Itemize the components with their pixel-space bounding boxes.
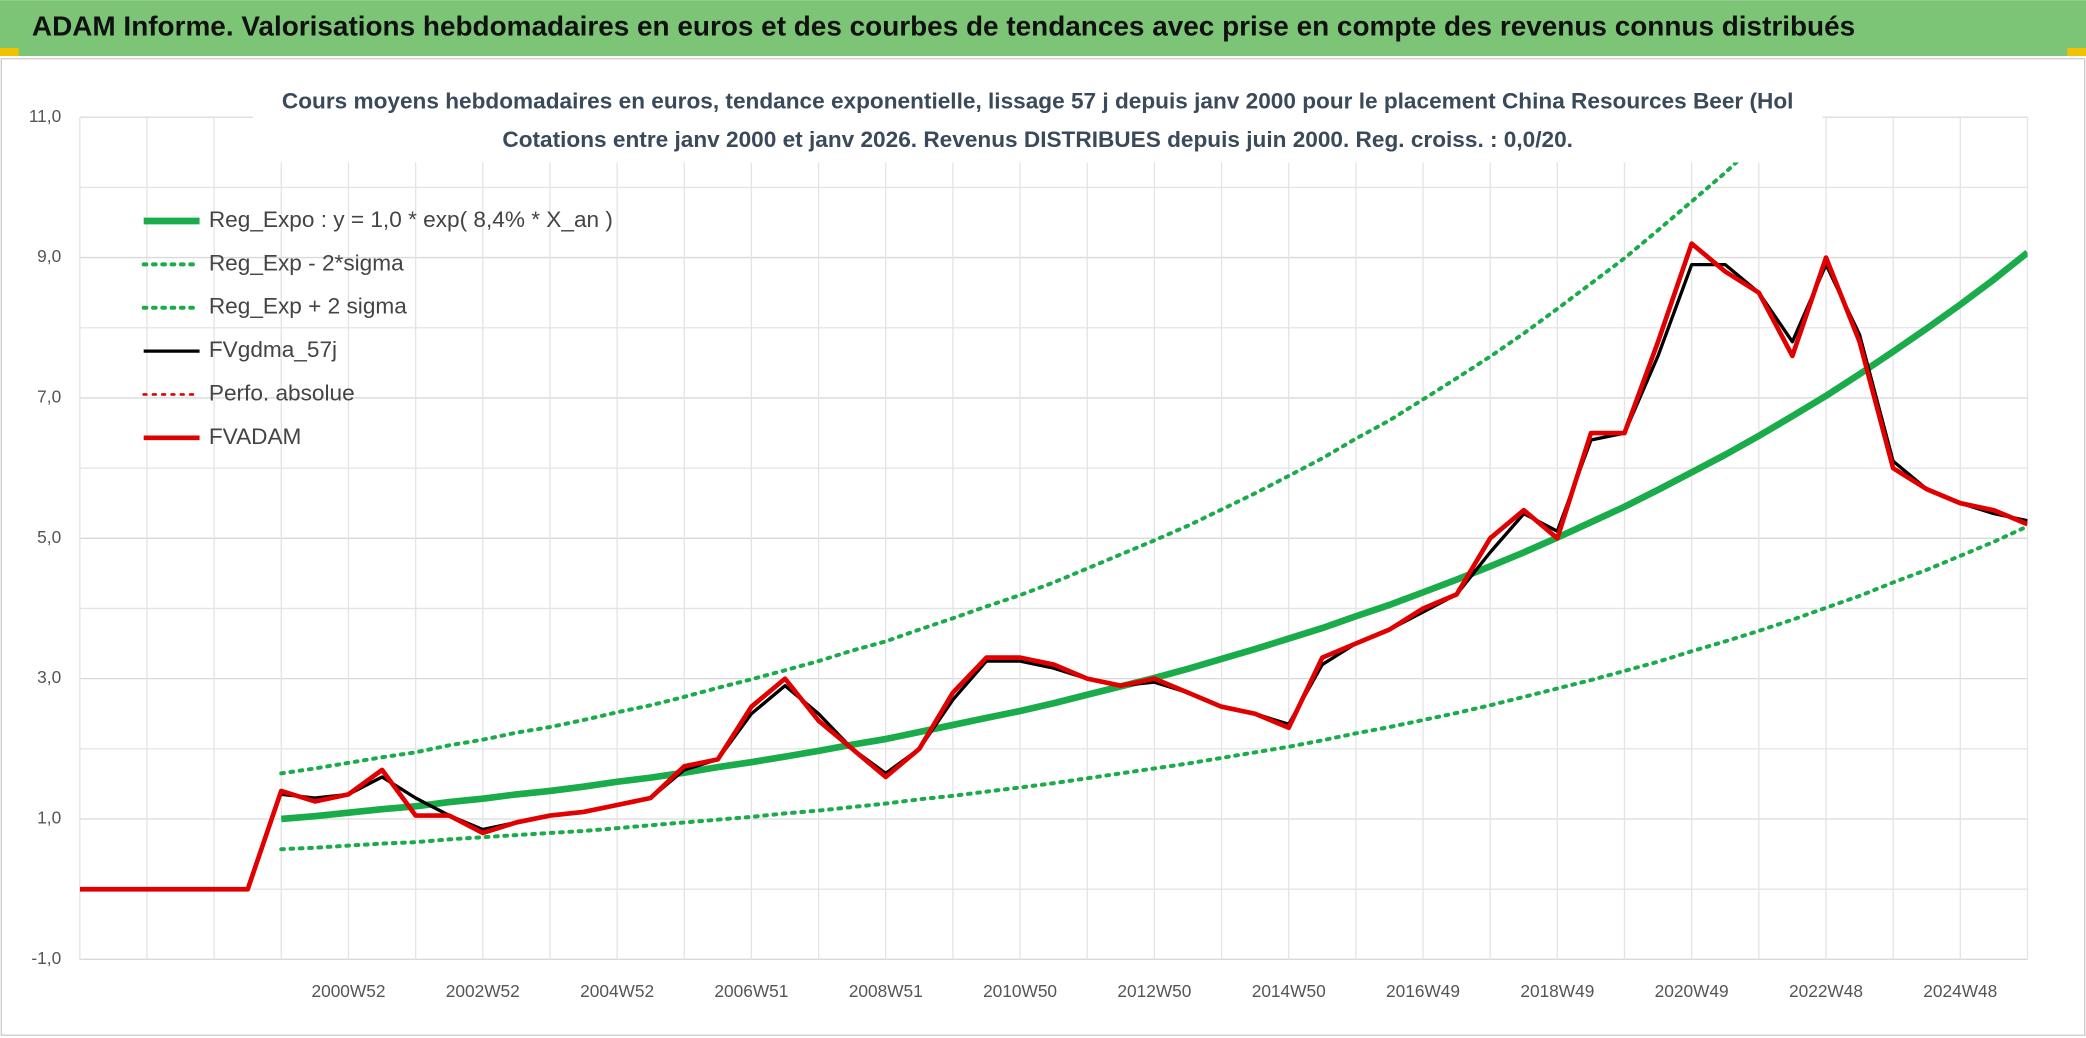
y-tick-label: 7,0 <box>37 387 61 407</box>
series-line <box>279 524 2028 852</box>
header-bar <box>0 0 2086 57</box>
x-tick-label: 2022W48 <box>1789 981 1863 1001</box>
x-tick-label: 2004W52 <box>580 981 654 1001</box>
corner <box>2067 48 2086 57</box>
series-line <box>79 241 2028 892</box>
chart-title: Cours moyens hebdomadaires en euros, ten… <box>282 89 1794 114</box>
corner <box>0 48 19 57</box>
grid: -1,0 1,0 3,0 5,0 7,0 9,0 11,0 2000W52 2002W52 200… <box>29 106 2029 1001</box>
x-tick-label: 2002W52 <box>446 981 520 1001</box>
legend-label: Perfo. absolue <box>209 380 355 405</box>
legend-label: Reg_Exp + 2 sigma <box>209 294 407 319</box>
x-tick-label: 2000W52 <box>311 981 385 1001</box>
x-tick-label: 2024W48 <box>1923 981 1997 1001</box>
x-tick-label: 2018W49 <box>1520 981 1594 1001</box>
y-tick-label: -1,0 <box>31 948 61 968</box>
legend-label: FVgdma_57j <box>209 337 337 362</box>
chart-subtitle: Cotations entre janv 2000 et janv 2026. … <box>502 127 1573 152</box>
x-tick-label: 2014W50 <box>1252 981 1326 1001</box>
header-title: ADAM Informe. Valorisations hebdomadaire… <box>32 10 1855 41</box>
y-tick-label: 5,0 <box>37 527 61 547</box>
x-tick-label: 2016W49 <box>1386 981 1460 1001</box>
legend-label: FVADAM <box>209 424 302 449</box>
legend-label: Reg_Exp - 2*sigma <box>209 250 404 275</box>
y-tick-label: 1,0 <box>37 808 61 828</box>
y-tick-label: 9,0 <box>37 246 61 266</box>
x-tick-label: 2006W51 <box>714 981 788 1001</box>
x-tick-label: 2020W49 <box>1655 981 1729 1001</box>
x-tick-label: 2012W50 <box>1117 981 1191 1001</box>
title-box <box>252 79 1823 163</box>
lines <box>79 117 2028 892</box>
y-tick-label: 3,0 <box>37 667 61 687</box>
legend: Reg_Expo : y = 1,0 * exp( 8,4% * X_an ) R… <box>141 207 613 449</box>
y-tick-label: 11,0 <box>29 106 61 126</box>
frame <box>0 58 2086 1036</box>
x-tick-label: 2010W50 <box>983 981 1057 1001</box>
legend-label: Reg_Expo : y = 1,0 * exp( 8,4% * X_an ) <box>209 207 613 232</box>
x-tick-label: 2008W51 <box>849 981 923 1001</box>
